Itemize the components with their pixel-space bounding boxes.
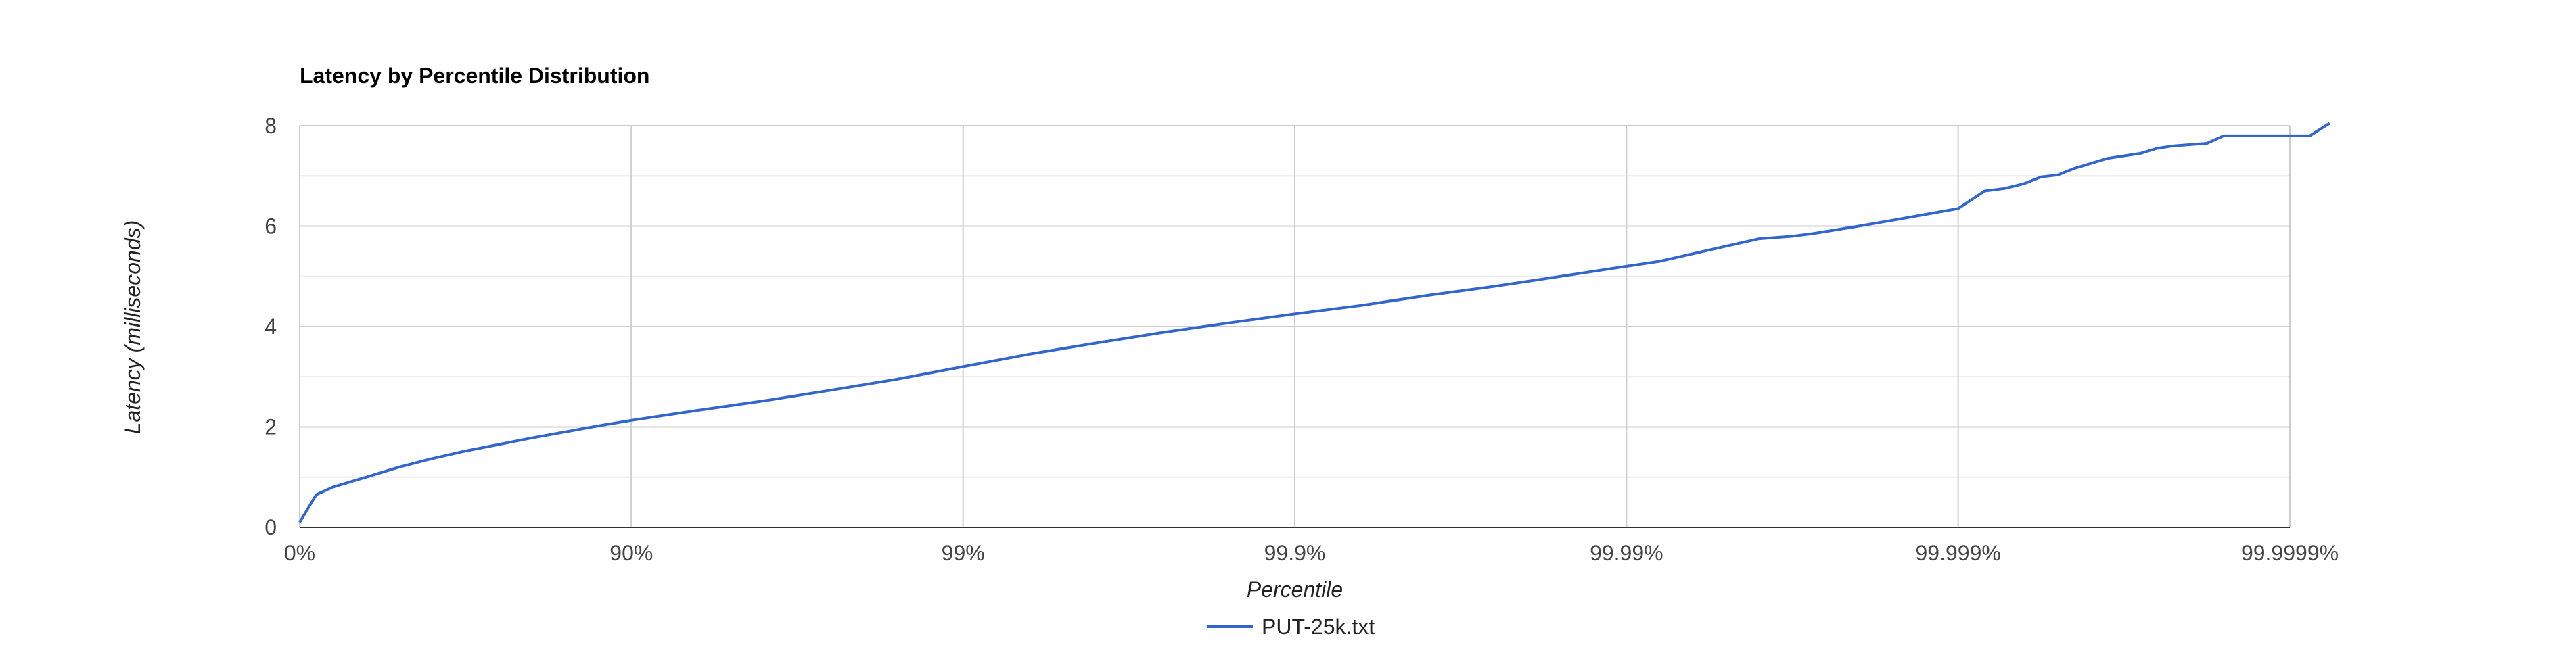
grid — [299, 125, 2291, 527]
x-tick-label: 99% — [942, 541, 985, 565]
x-tick-label: 90% — [610, 541, 653, 565]
x-axis-ticks: 0% 90% 99% 99.9% 99.99% 99.999% 99.9999% — [284, 541, 2339, 565]
x-tick-label: 99.99% — [1590, 541, 1663, 565]
y-tick-label: 4 — [264, 314, 277, 339]
legend-label: PUT-25k.txt — [1262, 615, 1375, 639]
series-line-put-25k — [298, 122, 2330, 523]
chart-title: Latency by Percentile Distribution — [300, 64, 649, 88]
x-tick-label: 0% — [284, 541, 315, 565]
x-tick-label: 99.9% — [1264, 541, 1326, 565]
y-tick-label: 0 — [264, 515, 277, 539]
legend[interactable]: PUT-25k.txt — [1207, 615, 1375, 639]
x-tick-label: 99.999% — [1916, 541, 2001, 565]
y-tick-label: 6 — [264, 214, 277, 239]
y-axis-ticks: 0 2 4 6 8 — [264, 114, 277, 539]
y-tick-label: 8 — [264, 114, 277, 138]
x-axis-title: Percentile — [1247, 577, 1343, 602]
y-tick-label: 2 — [264, 415, 277, 439]
x-tick-label: 99.9999% — [2241, 541, 2339, 565]
y-axis-title: Latency (milliseconds) — [120, 220, 145, 435]
